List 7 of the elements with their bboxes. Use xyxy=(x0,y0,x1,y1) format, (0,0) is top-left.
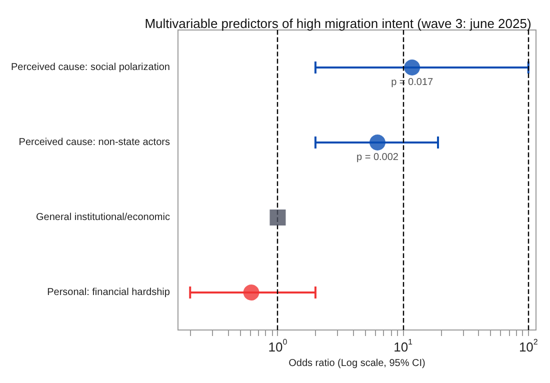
chart-title: Multivariable predictors of high migration intent (wave 3: june 2025) xyxy=(144,16,532,31)
y-tick-label: General institutional/economic xyxy=(36,212,170,223)
y-tick-label: Perceived cause: social polarization xyxy=(10,62,170,73)
annotation: p = 0.002 xyxy=(356,152,399,163)
y-tick-label: Perceived cause: non-state actors xyxy=(18,137,170,148)
y-tick-label: Personal: financial hardship xyxy=(47,287,170,298)
x-axis-title: Odds ratio (Log scale, 95% CI) xyxy=(288,358,426,369)
